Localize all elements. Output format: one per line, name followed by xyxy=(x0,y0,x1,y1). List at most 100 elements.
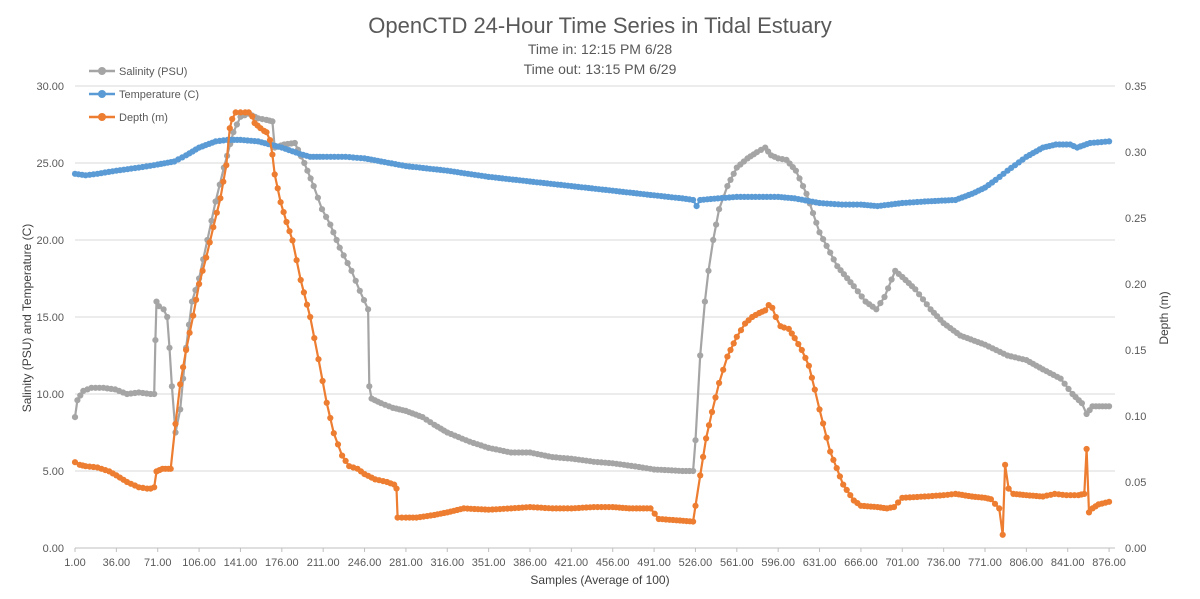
data-point-depth xyxy=(311,335,318,342)
data-point-salinity xyxy=(330,229,337,236)
data-point-depth xyxy=(716,379,723,387)
data-point-depth xyxy=(733,333,740,340)
data-point-depth xyxy=(772,313,779,321)
data-point-salinity xyxy=(1078,400,1085,407)
data-point-salinity xyxy=(333,236,340,244)
data-point-depth xyxy=(730,340,737,347)
x-tick-label: 491.00 xyxy=(637,557,671,569)
data-point-salinity xyxy=(366,383,373,390)
x-tick-label: 351.00 xyxy=(472,557,506,569)
data-point-salinity xyxy=(877,300,884,307)
data-point-depth xyxy=(795,341,802,348)
y-right-tick-label: 0.10 xyxy=(1125,411,1146,423)
data-point-depth xyxy=(830,456,837,463)
y-right-axis-title: Depth (m) xyxy=(1157,291,1171,344)
data-point-salinity xyxy=(690,467,697,475)
data-point-temperature xyxy=(1106,138,1113,145)
data-point-depth xyxy=(805,362,813,369)
x-tick-label: 806.00 xyxy=(1010,557,1044,569)
data-point-depth xyxy=(229,115,236,123)
data-point-salinity xyxy=(152,337,159,344)
x-tick-label: 561.00 xyxy=(720,557,754,569)
x-tick-label: 666.00 xyxy=(844,557,878,569)
data-point-depth xyxy=(697,472,704,479)
legend-label: Temperature (C) xyxy=(119,89,199,101)
data-point-salinity xyxy=(710,236,717,244)
data-point-depth xyxy=(327,414,334,422)
data-point-depth xyxy=(816,406,823,413)
y-left-tick-label: 25.00 xyxy=(36,158,64,170)
data-point-salinity xyxy=(1106,403,1113,410)
data-point-depth xyxy=(890,504,898,511)
data-point-salinity xyxy=(74,397,81,404)
series-depth xyxy=(71,109,1113,538)
data-point-depth xyxy=(393,485,400,492)
y-left-tick-label: 5.00 xyxy=(43,466,64,478)
data-point-depth xyxy=(720,366,727,373)
data-point-depth xyxy=(1002,461,1009,468)
y-right-tick-label: 0.15 xyxy=(1125,345,1146,357)
data-point-salinity xyxy=(230,129,237,136)
data-point-salinity xyxy=(151,390,158,398)
data-point-depth xyxy=(991,500,999,507)
y-left-tick-label: 20.00 xyxy=(36,235,64,247)
data-point-salinity xyxy=(716,206,723,213)
x-tick-label: 421.00 xyxy=(555,557,589,569)
data-point-salinity xyxy=(873,306,880,313)
data-point-depth xyxy=(840,481,847,488)
data-point-depth xyxy=(245,109,252,116)
data-point-depth xyxy=(186,329,193,336)
legend-label: Salinity (PSU) xyxy=(119,66,187,78)
data-point-depth xyxy=(811,386,818,393)
data-point-depth xyxy=(220,178,227,185)
data-point-depth xyxy=(651,510,658,517)
data-point-depth xyxy=(249,113,256,120)
data-point-salinity xyxy=(1061,380,1068,387)
x-tick-label: 736.00 xyxy=(927,557,961,569)
data-point-salinity xyxy=(307,175,314,182)
data-point-depth xyxy=(762,307,769,314)
data-point-salinity xyxy=(803,190,810,197)
data-point-salinity xyxy=(792,167,800,174)
data-point-depth xyxy=(827,448,834,455)
data-point-salinity xyxy=(168,383,175,390)
data-point-depth xyxy=(283,218,290,226)
x-tick-label: 841.00 xyxy=(1051,557,1085,569)
data-point-depth xyxy=(1083,445,1090,453)
data-point-salinity xyxy=(77,392,84,399)
y-right-tick-label: 0.20 xyxy=(1125,279,1146,291)
data-point-salinity xyxy=(155,303,162,310)
data-point-depth xyxy=(692,502,699,509)
data-point-salinity xyxy=(336,244,343,251)
x-tick-label: 176.00 xyxy=(265,557,299,569)
data-point-depth xyxy=(836,473,844,480)
x-tick-label: 1.00 xyxy=(64,557,85,569)
data-point-salinity xyxy=(208,217,215,224)
data-point-salinity xyxy=(160,306,167,313)
data-point-depth xyxy=(297,276,304,284)
data-point-salinity xyxy=(314,194,321,201)
data-point-salinity xyxy=(858,293,865,300)
data-point-salinity xyxy=(212,198,219,205)
data-point-depth xyxy=(237,109,244,116)
data-point-depth xyxy=(1106,498,1113,505)
data-point-depth xyxy=(798,346,805,354)
data-point-salinity xyxy=(71,414,79,421)
data-point-salinity xyxy=(1065,385,1072,392)
data-point-depth xyxy=(820,420,827,427)
legend-label: Depth (m) xyxy=(119,112,168,124)
data-point-salinity xyxy=(233,121,240,128)
data-point-salinity xyxy=(1057,375,1064,382)
y-left-tick-label: 15.00 xyxy=(36,312,64,324)
data-point-depth xyxy=(727,346,734,354)
data-point-depth xyxy=(307,313,314,321)
data-point-depth xyxy=(203,254,210,261)
data-point-salinity xyxy=(348,267,355,274)
legend-item-depth: Depth (m) xyxy=(89,112,168,124)
data-point-salinity xyxy=(796,175,803,182)
series-temperature xyxy=(71,136,1113,210)
data-point-salinity xyxy=(727,176,734,183)
legend-item-temperature: Temperature (C) xyxy=(89,89,199,101)
data-point-depth xyxy=(210,224,217,231)
chart-subtitle-time-in: Time in: 12:15 PM 6/28 xyxy=(528,41,672,57)
